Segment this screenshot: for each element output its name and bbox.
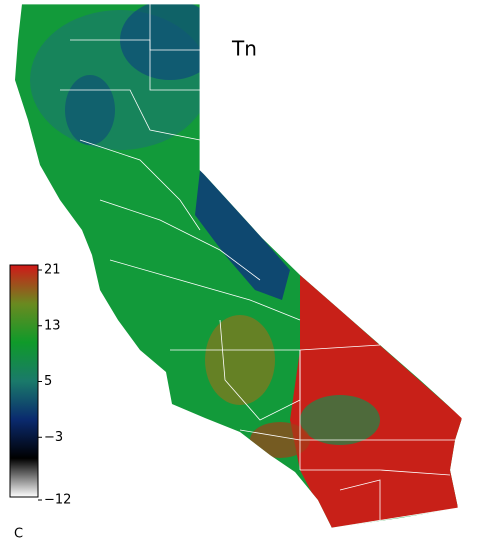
- colorbar-tick-label: 13: [44, 318, 61, 333]
- colorbar: [9, 264, 39, 498]
- colorbar-tick-label: −12: [44, 493, 71, 508]
- colorbar-tick-label: 5: [44, 374, 52, 389]
- colorbar-tick-label: −3: [44, 430, 63, 445]
- colorbar-unit: C: [14, 527, 23, 542]
- colorbar-tick-label: 21: [44, 263, 61, 278]
- county-borders: [22, 3, 463, 529]
- map-title: Tn: [231, 37, 257, 61]
